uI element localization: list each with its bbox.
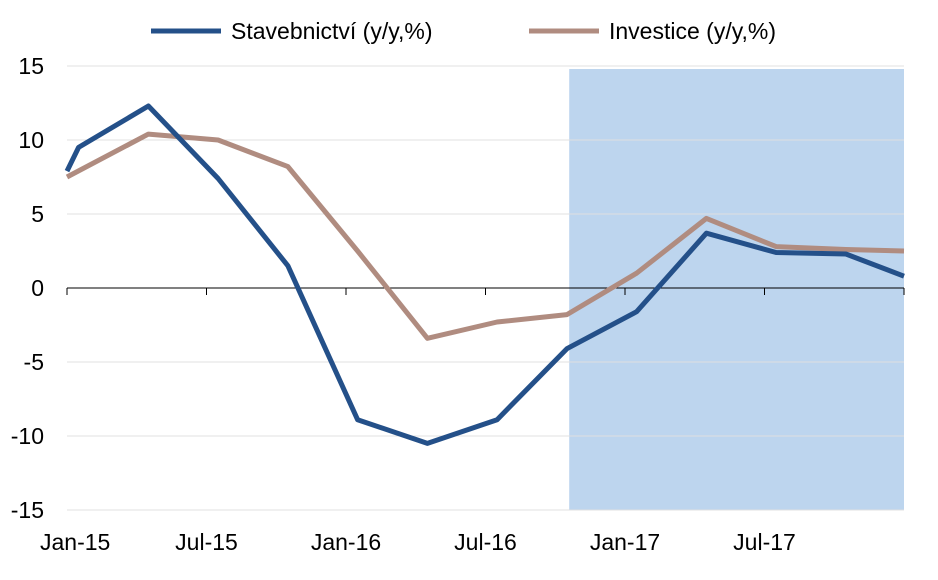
y-tick-label: -15 <box>11 497 44 523</box>
series-line-investice <box>65 131 905 341</box>
y-tick-label: -10 <box>11 423 44 449</box>
x-tick-label: Jan-15 <box>40 529 110 555</box>
legend-label: Stavebnictví (y/y,%) <box>231 18 433 44</box>
series-layer <box>64 103 905 446</box>
y-tick-label: -5 <box>24 349 44 375</box>
x-tick-label: Jan-17 <box>590 529 660 555</box>
y-tick-label: 5 <box>31 201 44 227</box>
x-tick-label: Jul-17 <box>733 529 796 555</box>
y-tick-label: 15 <box>18 53 44 79</box>
x-axis <box>66 287 905 295</box>
legend: Stavebnictví (y/y,%) Investice (y/y,%) <box>151 18 776 44</box>
y-tick-label: 0 <box>31 275 44 301</box>
shaded-highlight-region <box>569 69 904 510</box>
y-tick-label: 10 <box>18 127 44 153</box>
x-tick-label: Jul-16 <box>454 529 517 555</box>
y-axis-tick-labels: 15 10 5 0 -5 -10 -15 <box>11 53 44 523</box>
x-tick-label: Jan-16 <box>311 529 381 555</box>
series-line-stavebnictvi <box>64 103 905 446</box>
highlight-region-layer <box>569 69 904 510</box>
x-axis-tick-labels: Jan-15 Jul-15 Jan-16 Jul-16 Jan-17 Jul-17 <box>40 529 796 555</box>
legend-label: Investice (y/y,%) <box>609 18 776 44</box>
x-tick-label: Jul-15 <box>175 529 238 555</box>
